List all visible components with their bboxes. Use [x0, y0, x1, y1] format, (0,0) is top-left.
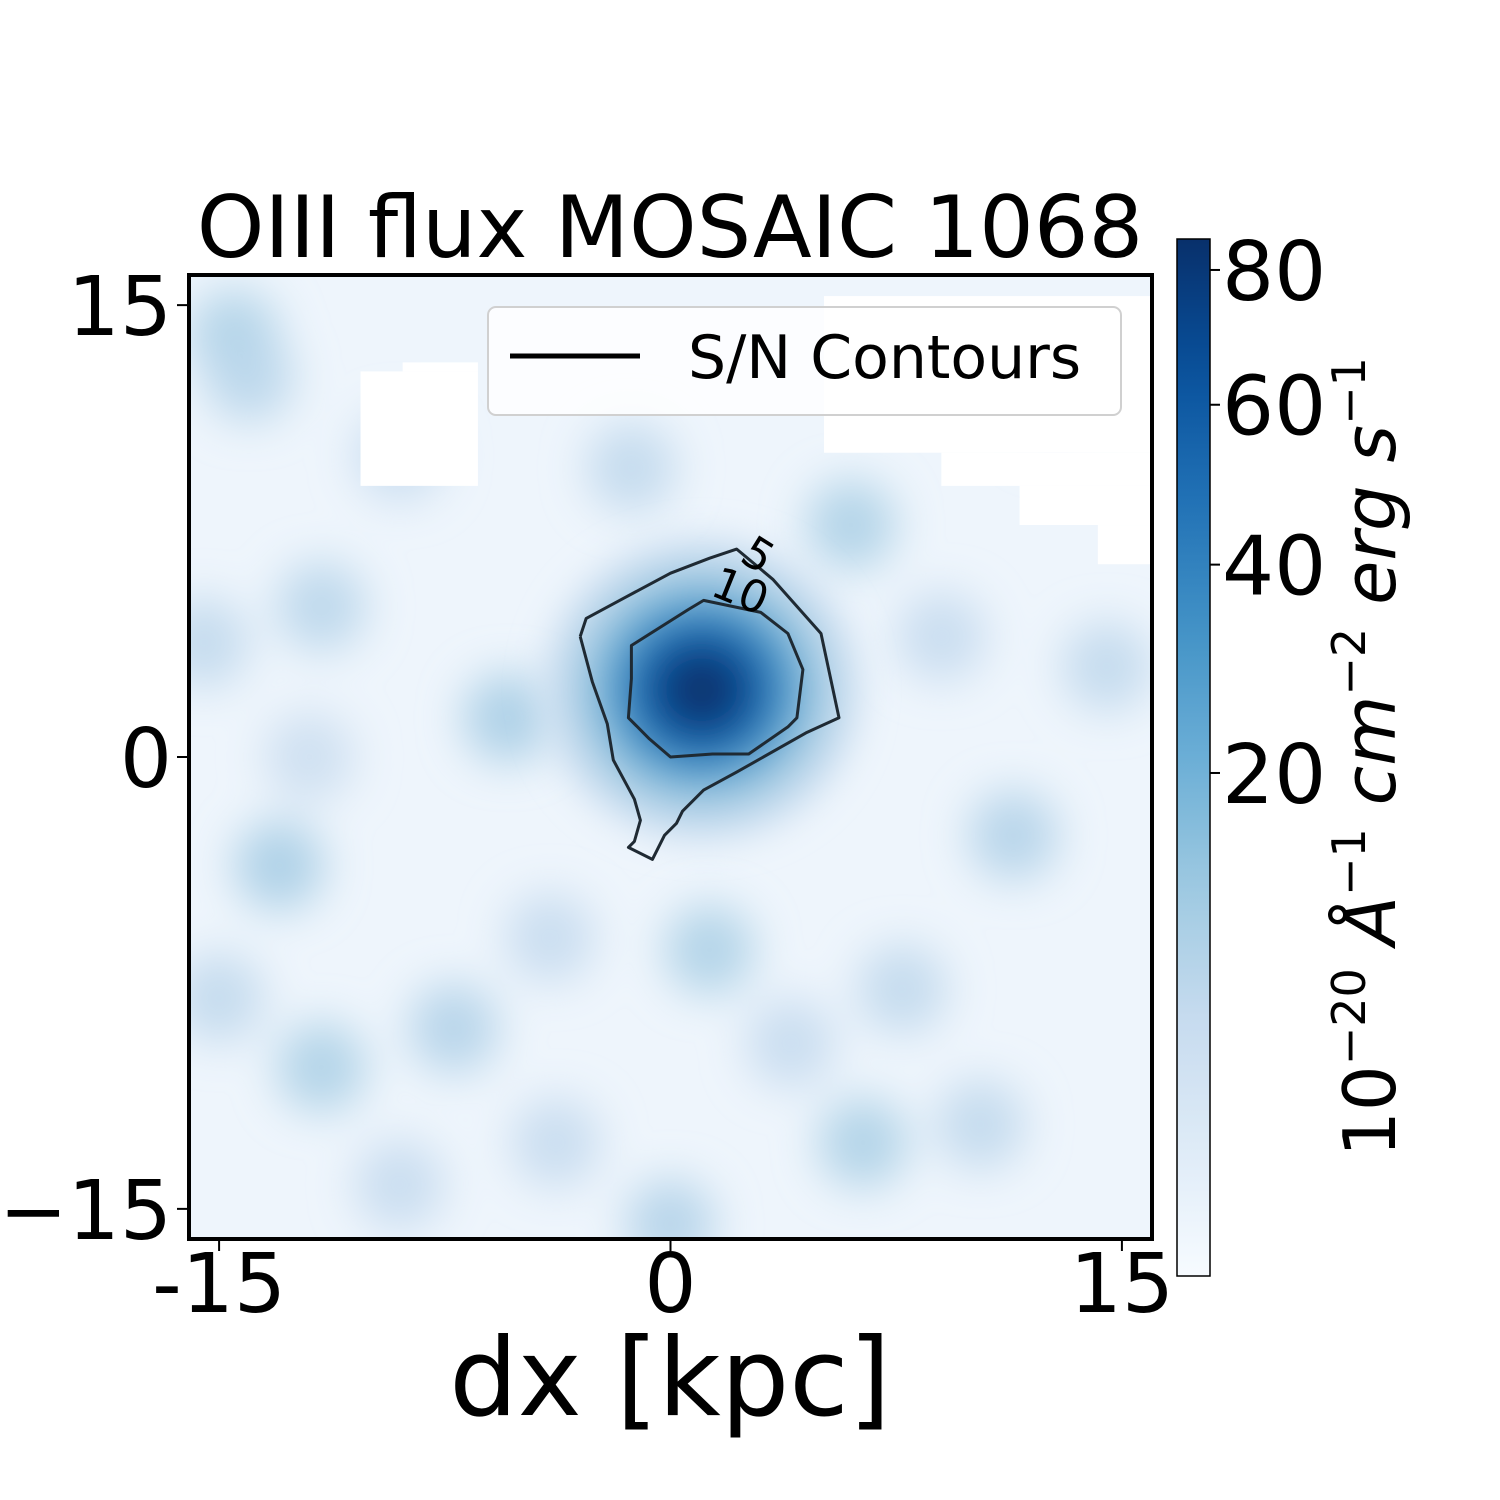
heatmap-peak	[544, 539, 860, 840]
heatmap-blob	[586, 422, 677, 513]
heatmap-blob	[935, 1079, 1026, 1170]
y-tick-label: −15	[0, 1164, 172, 1259]
colorbar-label-erg: erg s	[1328, 425, 1412, 628]
peak-ring	[684, 673, 719, 706]
sn-contours	[578, 547, 841, 861]
heatmap-blob	[745, 998, 836, 1089]
heatmap-blob	[408, 983, 499, 1074]
colorbar-label-exp3: −2	[1322, 628, 1376, 696]
colorbar-label-exp4: −1	[1322, 357, 1376, 425]
colorbar-tick-label: 80	[1222, 225, 1326, 320]
heatmap-area: 510	[189, 275, 1152, 1239]
heatmap-blob	[264, 712, 355, 802]
legend-box	[487, 306, 1122, 416]
heatmap-blob	[276, 1022, 367, 1113]
heatmap-blob	[1061, 621, 1152, 712]
x-tick-label: -15	[152, 1237, 286, 1332]
contour-sn-5	[578, 547, 841, 861]
blank-region	[360, 371, 478, 486]
heatmap-blob	[625, 1178, 716, 1239]
colorbar-label-exp1: −20	[1322, 968, 1376, 1065]
colorbar-tick-label: 60	[1222, 360, 1326, 455]
heatmap-blob	[806, 480, 897, 571]
colorbar-label-base: 10	[1328, 1065, 1412, 1157]
legend: S/N Contours	[487, 306, 1122, 416]
heatmap-blob	[234, 820, 325, 911]
heatmap-blob	[511, 1097, 602, 1188]
blank-region	[1097, 525, 1152, 565]
y-axis-ticks: 15 0 −15	[0, 260, 189, 1259]
x-tick-label: 0	[644, 1237, 696, 1332]
colorbar-label-angstrom: Å	[1328, 896, 1412, 968]
blank-region	[1019, 485, 1152, 526]
contour-sn-10	[626, 598, 805, 759]
blank-region	[941, 452, 1152, 486]
colorbar-label-cm: cm	[1328, 696, 1412, 829]
heatmap-blob	[276, 561, 367, 652]
heatmap-blob	[896, 591, 987, 682]
heatmap-blob	[204, 332, 295, 423]
heatmap-blob	[857, 943, 948, 1034]
colorbar-tick-label: 40	[1222, 520, 1326, 615]
heatmap-blob	[189, 597, 250, 688]
colorbar-gradient	[1176, 238, 1211, 1277]
y-tick-label: 15	[68, 260, 172, 355]
x-tick-label: 15	[1070, 1237, 1174, 1332]
colorbar-label-exp2: −1	[1322, 828, 1376, 896]
x-axis-label: dx [kpc]	[449, 1316, 891, 1441]
legend-label: S/N Contours	[688, 323, 1081, 393]
heatmap-blob	[462, 672, 553, 763]
heatmap-blob	[354, 1139, 445, 1230]
chart-title: OIII flux MOSAIC 1068	[197, 178, 1144, 278]
x-axis-ticks: -15 0 15	[152, 1237, 1174, 1332]
colorbar-label: 10−20 Å−1 cm−2 erg s−1	[1322, 357, 1412, 1157]
heatmap-blob	[968, 790, 1059, 881]
colorbar-tick-label: 20	[1222, 728, 1326, 823]
heatmap-blob	[664, 904, 755, 995]
peak-glow	[544, 539, 860, 840]
colorbar-ticks: 20 40 60 80	[1210, 225, 1326, 823]
y-tick-label: 0	[120, 712, 172, 807]
blank-region	[402, 362, 478, 372]
heatmap-blob	[505, 892, 596, 983]
heatmap-blob	[189, 953, 265, 1043]
heatmap-blob	[818, 1097, 909, 1188]
